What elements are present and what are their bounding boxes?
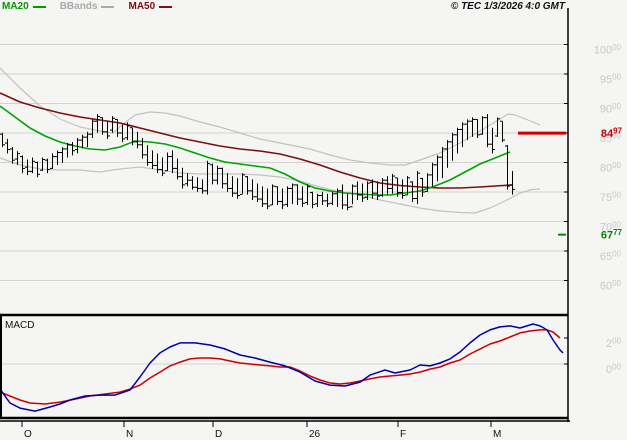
macd-line (2, 323, 564, 412)
bollinger-lower-line (0, 157, 541, 214)
legend: MA20 BBands MA50 (2, 1, 173, 13)
ma20-line (0, 105, 511, 196)
axis-tick-label: 7000 (600, 220, 622, 234)
time-axis-label: 26 (309, 429, 321, 440)
axis-tick-label: 10000 (594, 43, 622, 57)
price-gridlines (0, 44, 568, 281)
time-axis-label: O (24, 429, 32, 440)
time-axis-label: F (400, 429, 406, 440)
time-axis: O N D 26 F M (0, 420, 570, 440)
axis-tick-label: 6000 (600, 279, 622, 293)
legend-label-ma50: MA50 (128, 1, 156, 12)
legend-item-bbands: BBands (60, 1, 115, 13)
axis-tick-label: 8500 (600, 132, 622, 146)
axis-tick-label: 000 (606, 363, 622, 377)
ma50-line (0, 92, 513, 189)
legend-item-ma20: MA20 (2, 1, 46, 13)
copyright-timestamp: © TEC 1/3/2026 4:0 GMT (450, 1, 565, 12)
time-axis-label: M (493, 429, 501, 440)
axis-tick-label: 200 (606, 337, 622, 351)
axis-tick-label: 9000 (600, 102, 622, 116)
ma50-line-swatch (159, 6, 173, 8)
axis-tick-label: 7500 (600, 191, 622, 205)
axis-tick-label: 8497 (601, 127, 623, 141)
legend-label-bbands: BBands (59, 1, 98, 12)
legend-item-ma50: MA50 (128, 1, 173, 13)
axis-tick-label: 9500 (600, 73, 622, 87)
time-axis-label: D (215, 429, 222, 440)
candlestick-series (0, 114, 515, 211)
axis-tick-label: 8000 (600, 161, 622, 175)
macd-panel-title: MACD (5, 320, 35, 331)
ma20-line-swatch (32, 6, 46, 8)
macd-panel-border (0, 313, 568, 420)
macd-signal-line (2, 329, 561, 405)
legend-label-ma20: MA20 (2, 1, 29, 12)
axis-tick-label: 6777 (601, 228, 623, 242)
time-axis-label: N (126, 429, 133, 440)
bbands-line-swatch (101, 6, 115, 8)
axis-tick-label: 6500 (600, 250, 622, 264)
